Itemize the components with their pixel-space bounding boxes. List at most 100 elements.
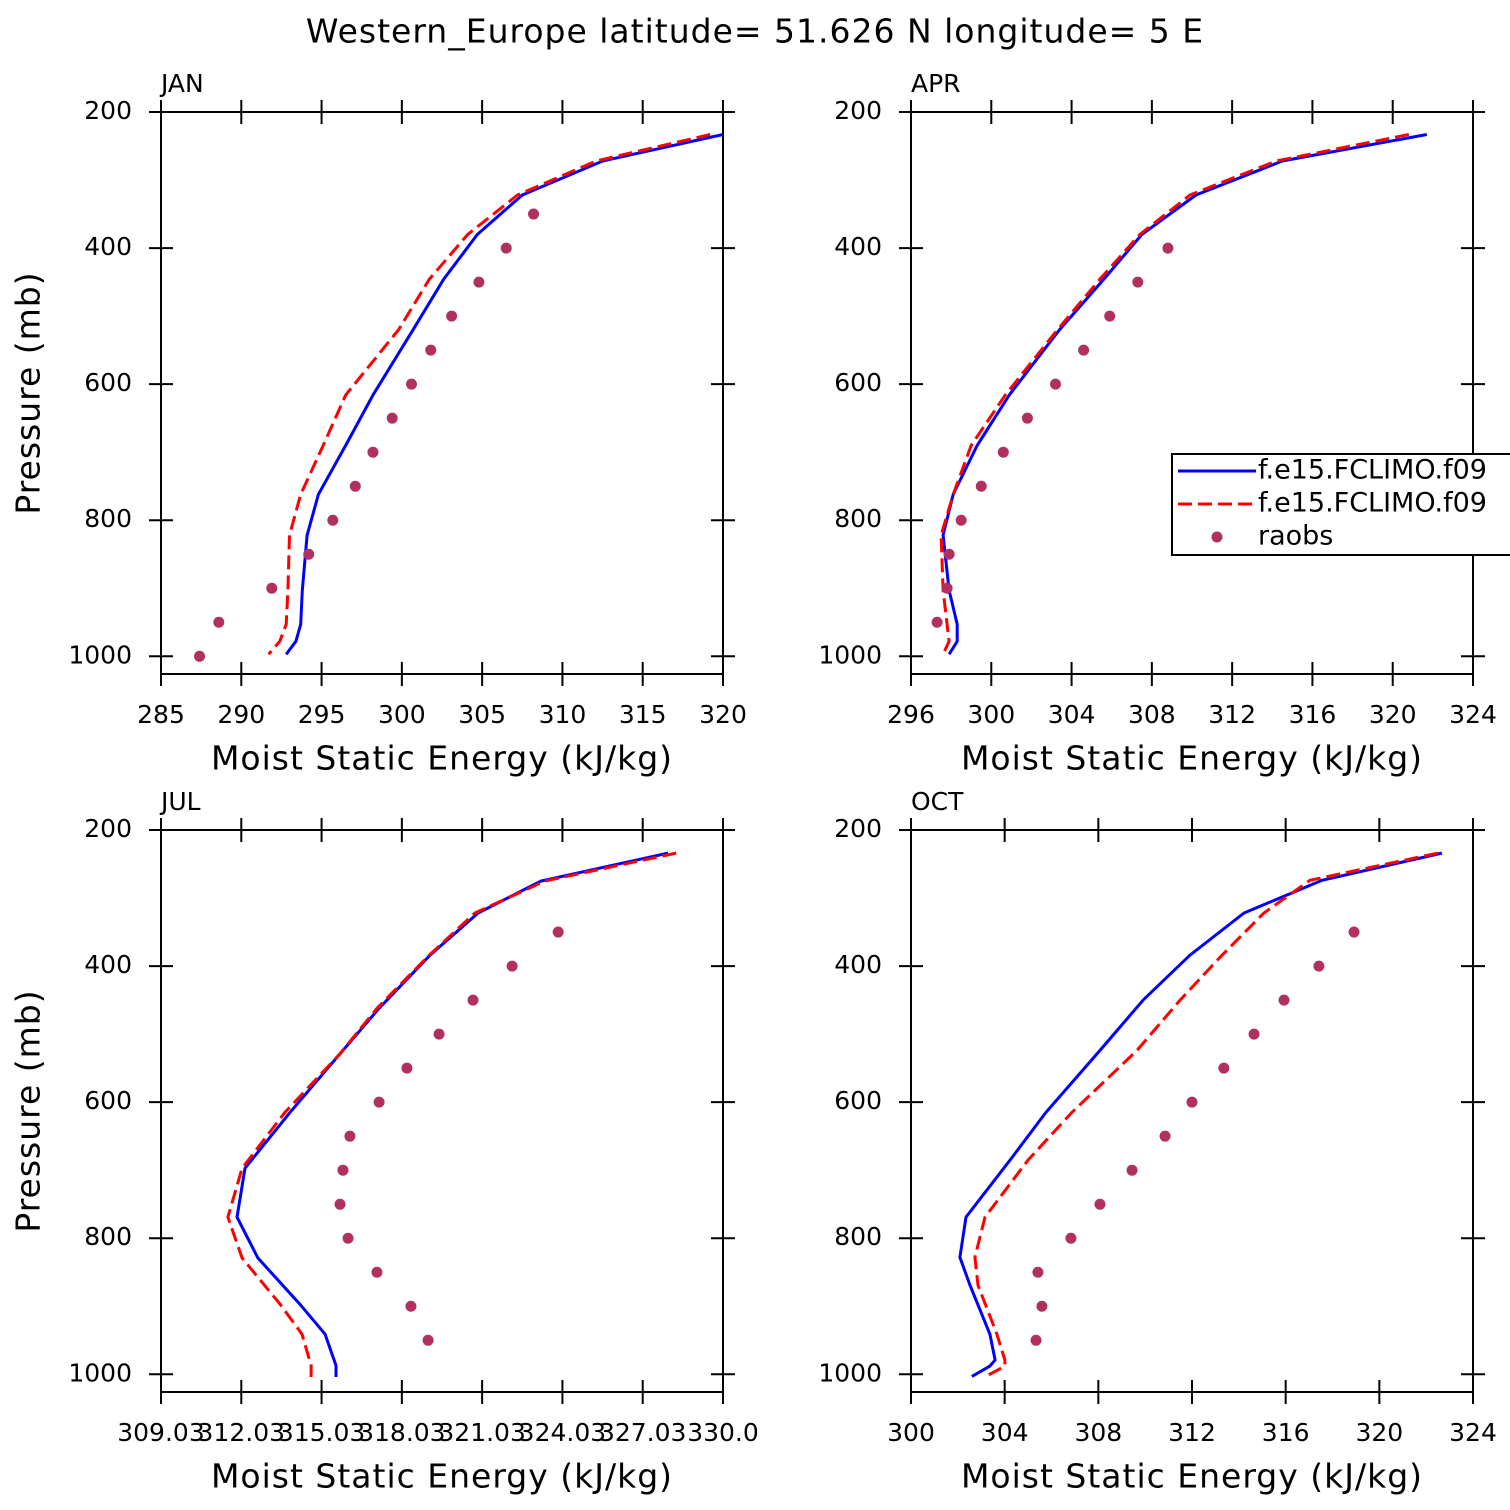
x-tick-label: 300 xyxy=(887,1418,935,1447)
y-tick-label: 1000 xyxy=(68,640,132,669)
y-tick-label: 600 xyxy=(84,1086,132,1115)
x-tick-label: 312 xyxy=(1168,1418,1216,1447)
legend-label: raobs xyxy=(1258,521,1333,552)
x-tick-label: 324 xyxy=(1449,1418,1497,1447)
x-tick-label: 320 xyxy=(1355,1418,1403,1447)
x-tick-label: 308 xyxy=(1074,1418,1122,1447)
legend-label: f.e15.FCLIMO.f09 xyxy=(1258,455,1487,486)
legend-label: f.e15.FCLIMO.f09 xyxy=(1258,488,1487,519)
raobs-point xyxy=(943,548,955,560)
x-axis-label: Moist Static Energy (kJ/kg) xyxy=(211,1457,673,1496)
raobs-point xyxy=(405,378,417,390)
raobs-point xyxy=(1186,1096,1198,1108)
x-tick-label: 300 xyxy=(967,700,1015,729)
y-tick-label: 600 xyxy=(834,1086,882,1115)
series-line xyxy=(939,133,1410,655)
x-axis-label: Moist Static Energy (kJ/kg) xyxy=(961,739,1423,778)
raobs-point xyxy=(1132,276,1144,288)
raobs-point xyxy=(401,1062,413,1074)
raobs-point xyxy=(1078,344,1090,356)
y-tick-label: 800 xyxy=(84,504,132,533)
raobs-point xyxy=(1104,310,1116,322)
raobs-point xyxy=(1032,1266,1044,1278)
raobs-point xyxy=(1050,378,1062,390)
y-tick-label: 600 xyxy=(834,368,882,397)
raobs-point xyxy=(405,1300,417,1312)
x-tick-label: 330.0 xyxy=(687,1418,759,1447)
x-tick-label: 320 xyxy=(699,700,747,729)
x-tick-label: 315 xyxy=(619,700,667,729)
raobs-point xyxy=(552,926,564,938)
panel-title: JAN xyxy=(159,69,204,98)
raobs-point xyxy=(1313,960,1325,972)
series-line xyxy=(235,851,669,1377)
raobs-point xyxy=(344,1130,356,1142)
y-tick-label: 600 xyxy=(84,368,132,397)
raobs-point xyxy=(425,344,437,356)
x-tick-label: 312 xyxy=(1208,700,1256,729)
chart-title: Western_Europe latitude= 51.626 N longit… xyxy=(306,12,1204,51)
raobs-point xyxy=(1021,412,1033,424)
x-tick-label: 320 xyxy=(1369,700,1417,729)
panel-title: OCT xyxy=(911,787,964,816)
raobs-point xyxy=(386,412,398,424)
raobs-point xyxy=(1065,1232,1077,1244)
x-tick-label: 315.03 xyxy=(278,1418,365,1447)
y-tick-label: 800 xyxy=(834,1222,882,1251)
y-tick-label: 200 xyxy=(84,814,132,843)
raobs-point xyxy=(1218,1062,1230,1074)
legend-marker xyxy=(1211,531,1223,543)
series-line xyxy=(958,851,1443,1378)
y-tick-label: 800 xyxy=(834,504,882,533)
y-tick-label: 200 xyxy=(834,96,882,125)
y-tick-label: 400 xyxy=(834,950,882,979)
x-tick-label: 316 xyxy=(1289,700,1337,729)
raobs-point xyxy=(931,616,943,628)
y-axis-label: Pressure (mb) xyxy=(9,271,48,514)
raobs-point xyxy=(1348,926,1360,938)
x-tick-label: 316 xyxy=(1262,1418,1310,1447)
plot-frame xyxy=(910,829,1474,1393)
raobs-point xyxy=(303,548,315,560)
raobs-point xyxy=(373,1096,385,1108)
series-line xyxy=(267,133,711,656)
raobs-point xyxy=(342,1232,354,1244)
x-axis-label: Moist Static Energy (kJ/kg) xyxy=(211,739,673,778)
raobs-point xyxy=(433,1028,445,1040)
plot-frame xyxy=(160,829,724,1393)
raobs-point xyxy=(955,514,967,526)
raobs-point xyxy=(349,480,361,492)
raobs-point xyxy=(1126,1164,1138,1176)
y-tick-label: 400 xyxy=(84,232,132,261)
series-line xyxy=(941,133,1428,656)
x-tick-label: 309.03 xyxy=(117,1418,204,1447)
series-line xyxy=(284,133,724,656)
y-tick-label: 200 xyxy=(834,814,882,843)
raobs-point xyxy=(371,1266,383,1278)
raobs-point xyxy=(327,514,339,526)
x-tick-label: 304 xyxy=(1048,700,1096,729)
x-tick-label: 300 xyxy=(378,700,426,729)
x-tick-label: 310 xyxy=(539,700,587,729)
raobs-point xyxy=(266,582,278,594)
raobs-point xyxy=(975,480,987,492)
y-tick-label: 400 xyxy=(834,232,882,261)
raobs-point xyxy=(500,242,512,254)
x-tick-label: 324.03 xyxy=(519,1418,606,1447)
x-tick-label: 308 xyxy=(1128,700,1176,729)
raobs-point xyxy=(194,650,206,662)
raobs-point xyxy=(367,446,379,458)
raobs-point xyxy=(422,1334,434,1346)
raobs-point xyxy=(213,616,225,628)
raobs-point xyxy=(446,310,458,322)
raobs-point xyxy=(334,1198,346,1210)
panel-title: JUL xyxy=(159,787,201,816)
raobs-point xyxy=(1248,1028,1260,1040)
x-tick-label: 327.03 xyxy=(599,1418,686,1447)
x-tick-label: 296 xyxy=(887,700,935,729)
x-tick-label: 305 xyxy=(458,700,506,729)
panel-title: APR xyxy=(911,69,961,98)
